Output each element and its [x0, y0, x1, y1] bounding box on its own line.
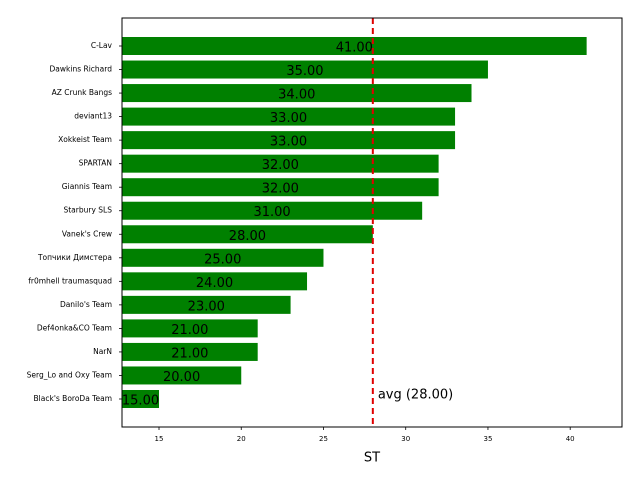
x-tick-label: 25 — [319, 435, 328, 443]
value-label: 41.00 — [336, 41, 373, 56]
y-tick-label: Vanek's Crew — [62, 229, 112, 238]
y-tick-label: Def4onka&CO Team — [37, 323, 112, 332]
y-tick-label: NarN — [93, 347, 112, 356]
bar — [122, 366, 242, 385]
value-label: 23.00 — [188, 299, 225, 314]
y-tick-label: Xokkeist Team — [58, 135, 112, 144]
value-label: 32.00 — [262, 158, 299, 173]
y-tick-label: Dawkins Richard — [50, 65, 113, 74]
y-tick-label: SPARTAN — [79, 159, 112, 168]
y-tick-label: Giannis Team — [62, 182, 112, 191]
bar — [122, 295, 291, 314]
bar — [122, 37, 587, 55]
y-tick-label: Топчики Димстера — [37, 253, 112, 262]
bar — [122, 131, 456, 150]
y-tick-label: Black's BoroDa Team — [34, 394, 112, 403]
bar — [122, 201, 423, 220]
plot-frame — [121, 17, 623, 428]
x-tick-label: 40 — [566, 435, 575, 443]
value-label: 35.00 — [286, 64, 323, 79]
x-axis-label: ST — [364, 451, 380, 466]
value-label: 25.00 — [204, 252, 241, 267]
bar — [122, 248, 324, 267]
y-tick-label: Serg_Lo and Oxy Team — [27, 370, 112, 379]
value-label: 20.00 — [163, 370, 200, 385]
y-tick-label: deviant13 — [74, 112, 112, 121]
y-tick-label: C-Lav — [91, 41, 113, 50]
value-label: 32.00 — [262, 182, 299, 197]
value-label: 33.00 — [270, 135, 307, 150]
bar — [122, 154, 439, 173]
bar — [122, 84, 472, 103]
bar — [122, 272, 308, 291]
value-label: 33.00 — [270, 111, 307, 126]
y-tick-label: AZ Crunk Bangs — [52, 88, 112, 97]
bar — [122, 342, 258, 361]
value-label: 21.00 — [171, 323, 208, 338]
value-label: 28.00 — [229, 229, 266, 244]
bar — [122, 225, 373, 244]
bar — [122, 319, 258, 338]
y-tick-label: Starbury SLS — [63, 206, 112, 215]
value-label: 34.00 — [278, 88, 315, 103]
bar — [122, 178, 439, 197]
bar — [122, 107, 456, 126]
y-tick-label: Danilo's Team — [60, 300, 112, 309]
x-tick-label: 35 — [483, 435, 492, 443]
value-label: 21.00 — [171, 346, 208, 361]
bar — [122, 60, 488, 79]
x-tick-label: 15 — [155, 435, 164, 443]
value-label: 15.00 — [122, 394, 159, 409]
value-label: 24.00 — [196, 276, 233, 291]
x-tick-label: 30 — [401, 435, 410, 443]
y-tick-label: fr0mhell traumasquad — [28, 276, 112, 285]
x-tick-label: 20 — [237, 435, 246, 443]
bar — [122, 390, 160, 408]
average-label: avg (28.00) — [378, 388, 453, 403]
value-label: 31.00 — [253, 205, 290, 220]
